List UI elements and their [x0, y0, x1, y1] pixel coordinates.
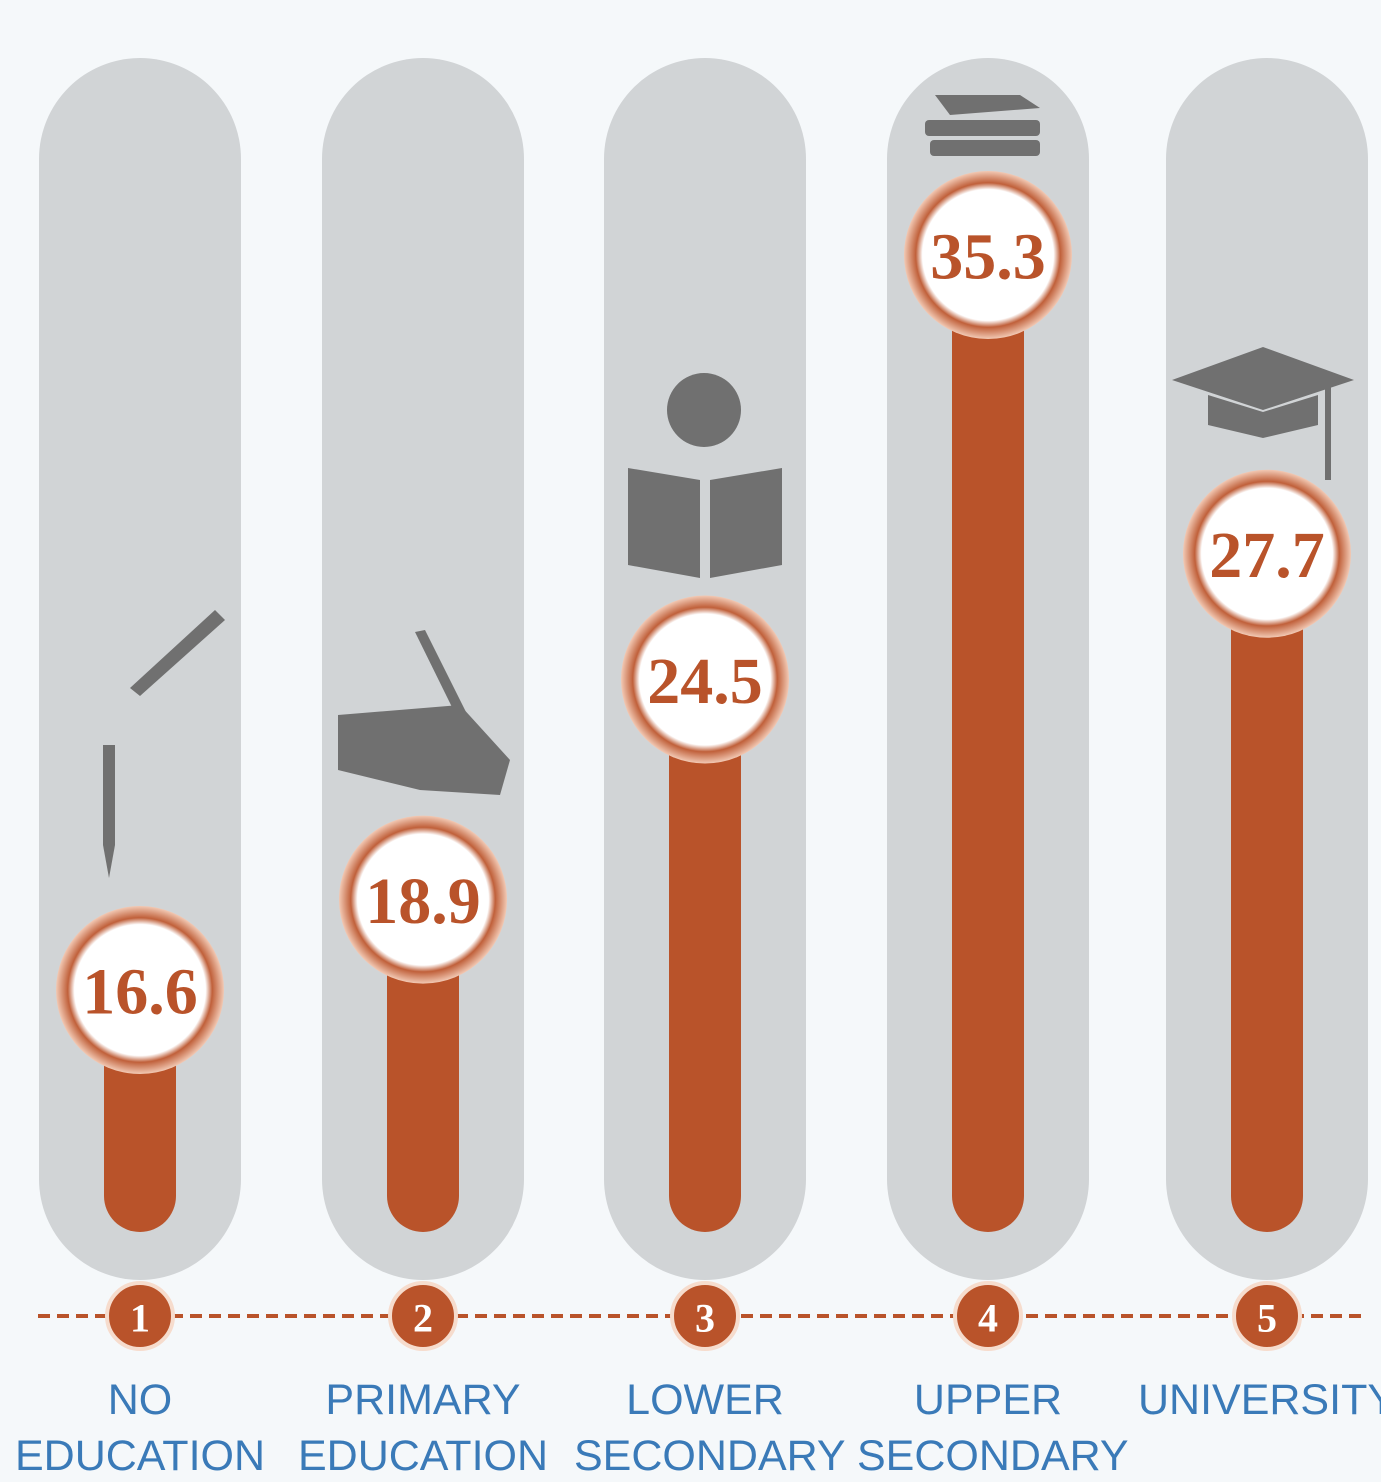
step-badge	[105, 1281, 175, 1351]
pencil-icon	[103, 745, 115, 845]
step-number: 2	[413, 1296, 433, 1341]
step-badge	[670, 1281, 740, 1351]
step-number: 1	[130, 1296, 150, 1341]
category-label: PRIMARY EDUCATION	[297, 1376, 549, 1480]
bar	[1231, 553, 1303, 1232]
column-track	[322, 58, 524, 1280]
bar	[669, 679, 741, 1232]
book	[930, 140, 1040, 156]
value-badge	[56, 906, 224, 1074]
step-number: 5	[1257, 1296, 1277, 1341]
value-badge	[904, 171, 1072, 339]
step-badge	[388, 1281, 458, 1351]
value-label: 16.6	[82, 956, 198, 1029]
pencil-top	[130, 610, 225, 696]
category-label: NO EDUCATION	[14, 1376, 266, 1480]
value-badge	[1183, 469, 1351, 638]
category-label: UNIVERSITY	[1137, 1376, 1381, 1424]
cap-base	[1208, 395, 1318, 438]
cap-tassel	[1325, 385, 1331, 480]
book	[925, 120, 1040, 136]
value-badge	[339, 815, 507, 984]
cap-top	[1172, 347, 1354, 410]
value-label: 35.3	[930, 221, 1046, 294]
step-number: 4	[978, 1296, 998, 1341]
value-badge	[621, 595, 789, 764]
category-label: LOWER SECONDARY	[574, 1376, 846, 1480]
pencil-tip	[103, 845, 115, 878]
value-label: 27.7	[1209, 519, 1325, 592]
step-number: 3	[695, 1296, 715, 1341]
value-label: 24.5	[647, 645, 763, 718]
reader-book	[628, 468, 782, 578]
reader-head	[667, 373, 741, 447]
bar	[387, 899, 459, 1232]
step-badge	[1232, 1281, 1302, 1351]
value-label: 18.9	[365, 865, 481, 938]
step-badge	[953, 1281, 1023, 1351]
pen-icon	[415, 630, 490, 764]
category-label: UPPER SECONDARY	[857, 1376, 1129, 1480]
bar	[952, 255, 1024, 1232]
book	[935, 95, 1040, 115]
icons	[103, 95, 1354, 878]
